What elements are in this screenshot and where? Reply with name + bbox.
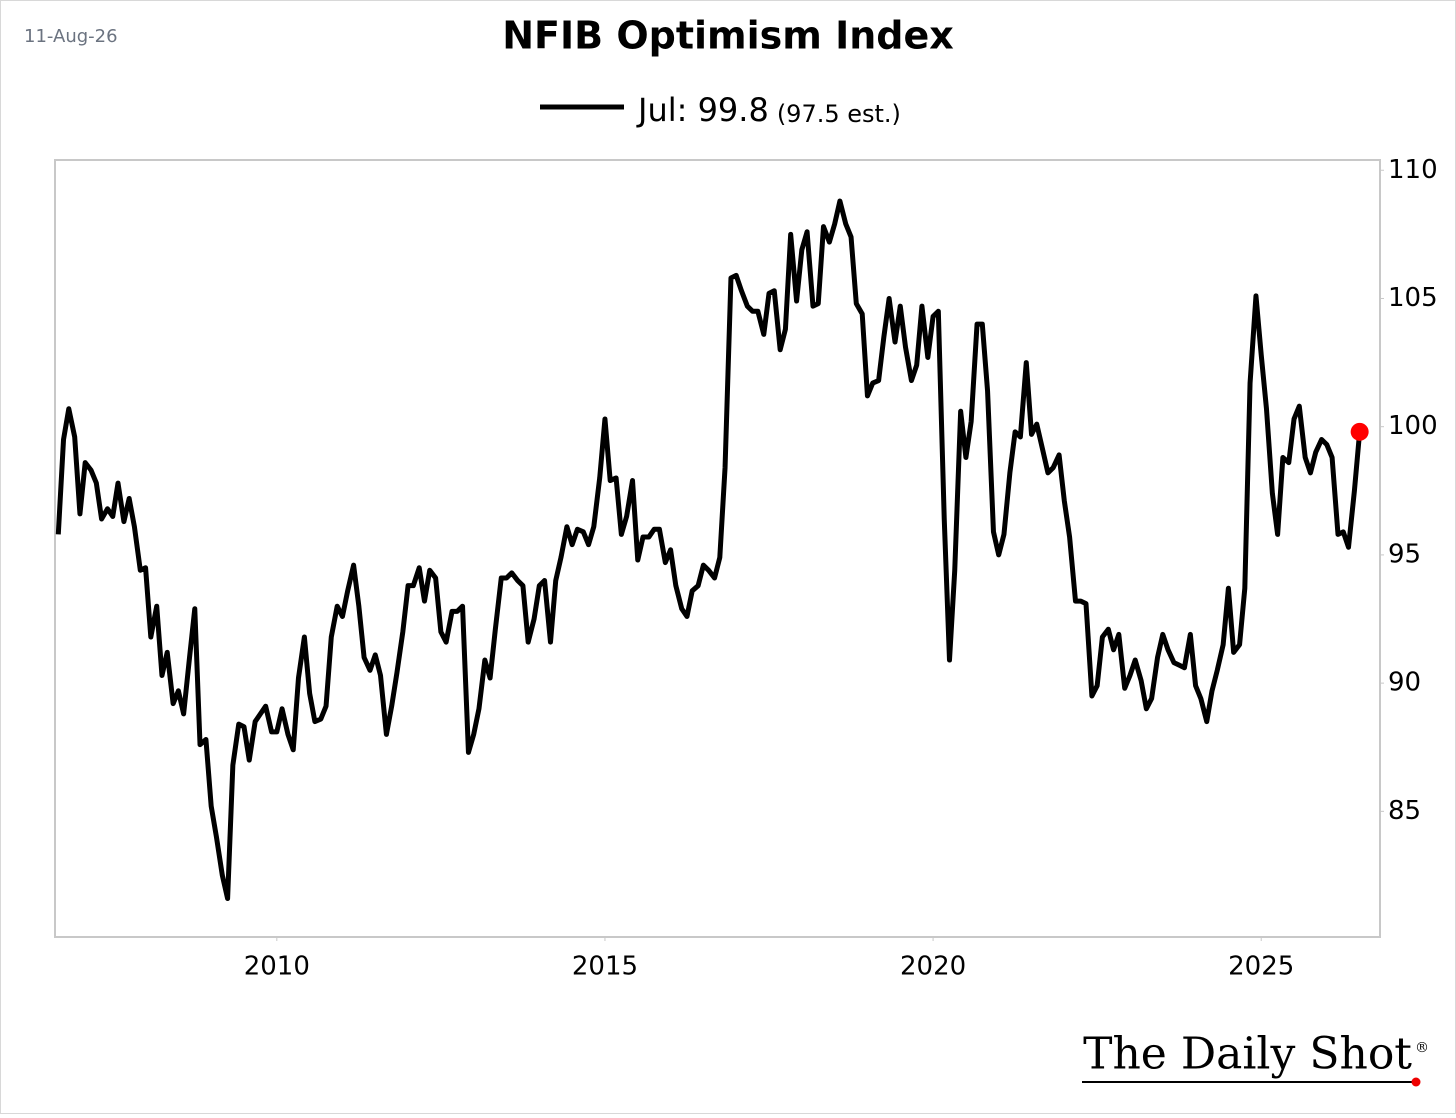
date-label: 11-Aug-26 xyxy=(24,26,118,47)
source-logo: The Daily Shot xyxy=(1083,1029,1412,1080)
legend-label: Jul: 99.8 xyxy=(636,91,769,129)
y-tick-label: 105 xyxy=(1388,283,1438,313)
source-mark: ® xyxy=(1415,1040,1429,1056)
y-tick-label: 90 xyxy=(1388,668,1421,698)
logo-dot xyxy=(1411,1077,1421,1087)
plot-area xyxy=(54,159,1381,938)
last-point xyxy=(1350,422,1369,441)
x-tick-label: 2015 xyxy=(572,952,638,982)
x-tick-label: 2025 xyxy=(1228,952,1294,982)
x-tick-label: 2010 xyxy=(244,952,310,982)
x-tick-label: 2020 xyxy=(900,952,966,982)
y-tick-label: 110 xyxy=(1388,155,1438,185)
y-tick-label: 85 xyxy=(1388,796,1421,826)
legend-annotation: (97.5 est.) xyxy=(777,100,901,128)
y-tick-label: 100 xyxy=(1388,411,1438,441)
y-tick-label: 95 xyxy=(1388,539,1421,569)
chart-title: NFIB Optimism Index xyxy=(502,14,954,58)
series-line xyxy=(55,198,1363,902)
